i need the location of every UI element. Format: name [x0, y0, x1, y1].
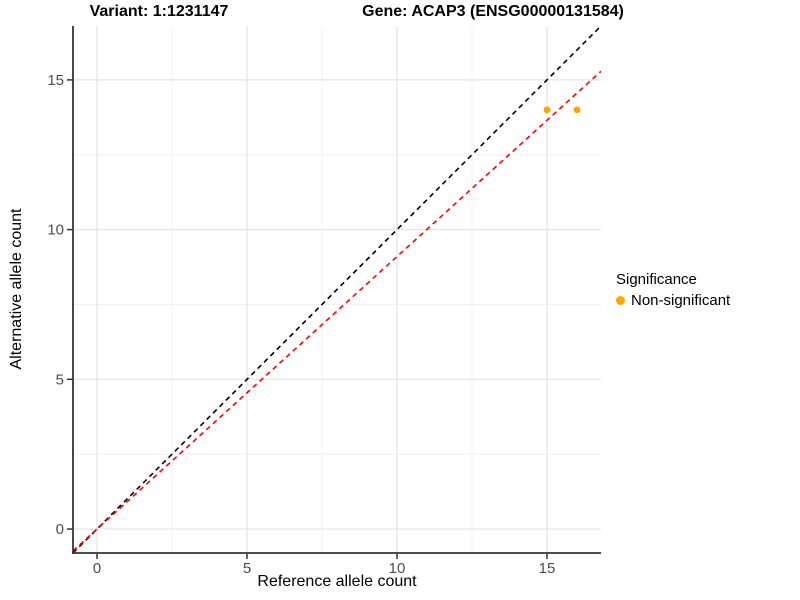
- y-tick-label: 5: [56, 371, 64, 388]
- x-tick-label: 5: [243, 560, 251, 577]
- y-axis-label: Alternative allele count: [8, 208, 25, 370]
- non-significant-dot-icon: [616, 296, 625, 305]
- legend: Significance Non-significant: [616, 271, 730, 309]
- x-axis-label: Reference allele count: [257, 573, 417, 590]
- legend-item-non-significant: Non-significant: [616, 292, 730, 309]
- variant-title: Variant: 1:1231147: [89, 3, 229, 20]
- gene-title: Gene: ACAP3 (ENSG00000131584): [362, 3, 624, 20]
- x-tick-label: 15: [539, 560, 556, 577]
- x-tick-label: 10: [389, 560, 406, 577]
- legend-item-label: Non-significant: [631, 292, 731, 309]
- y-tick-label: 0: [56, 521, 64, 538]
- y-tick-label: 10: [47, 222, 64, 239]
- data-point: [573, 106, 581, 114]
- legend-title: Significance: [616, 271, 697, 288]
- identity-line: [73, 26, 601, 553]
- data-point: [543, 106, 551, 114]
- x-tick-label: 0: [93, 560, 101, 577]
- y-tick-label: 15: [47, 72, 64, 89]
- expected-line: [73, 70, 601, 552]
